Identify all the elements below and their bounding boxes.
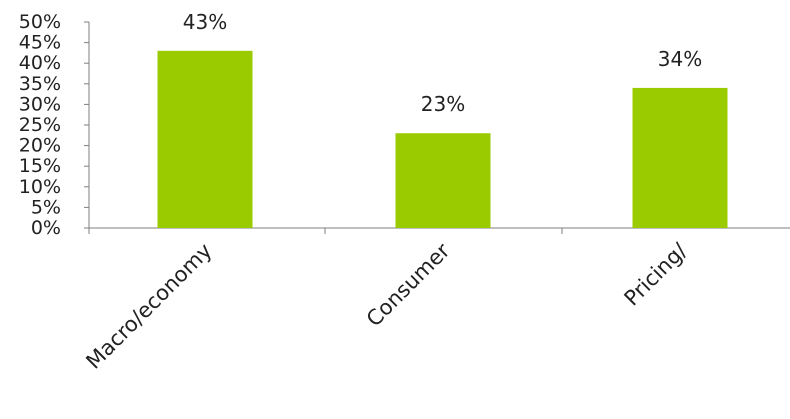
data-label: 43%: [183, 10, 227, 34]
y-tick-label: 15%: [19, 155, 61, 177]
x-axis: [88, 227, 790, 234]
category-label: Pricing/: [620, 238, 693, 311]
bar-consumer: [395, 133, 491, 228]
y-tick-label: 0%: [31, 217, 61, 239]
y-tick-label: 10%: [19, 176, 61, 198]
y-tick-label: 50%: [19, 11, 61, 33]
y-tick-label: 45%: [19, 32, 61, 54]
y-tick-label: 25%: [19, 114, 61, 136]
data-label: 34%: [658, 47, 702, 71]
category-label: Macro/economy: [81, 239, 216, 374]
category-labels: Macro/economy Consumer Pricing/: [81, 238, 692, 374]
y-tick-label: 5%: [31, 196, 61, 218]
bar-pricing: [632, 87, 728, 228]
y-axis: 0%5%10%15%20%25%30%35%40%45%50%: [19, 11, 90, 239]
data-label: 23%: [421, 92, 465, 116]
data-labels: 43% 23% 34%: [183, 10, 702, 116]
bar-macro-economy: [157, 50, 253, 229]
y-tick-label: 40%: [19, 52, 61, 74]
y-tick-label: 35%: [19, 73, 61, 95]
bars: [157, 50, 728, 229]
y-tick-label: 30%: [19, 93, 61, 115]
y-tick-label: 20%: [19, 135, 61, 157]
category-label: Consumer: [362, 238, 455, 331]
